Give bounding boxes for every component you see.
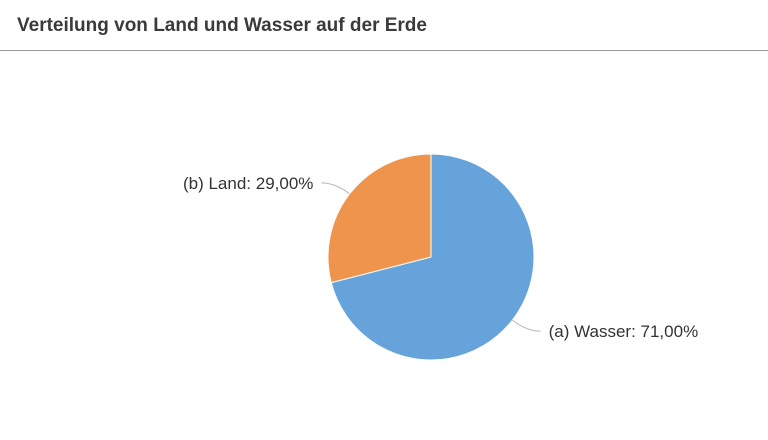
pie-chart: (a) Wasser: 71,00% (b) Land: 29,00% [183,153,699,361]
pie-slice-wasser [330,153,535,361]
leader-line-land [321,182,350,195]
leader-line-wasser [512,319,541,332]
chart-header: Verteilung von Land und Wasser auf der E… [0,0,768,51]
data-label-land: (b) Land: 29,00% [183,174,313,193]
chart-area: (a) Wasser: 71,00% (b) Land: 29,00% [0,51,768,435]
data-label-wasser: (a) Wasser: 71,00% [549,322,699,341]
pie-slice-land [327,153,432,284]
chart-title: Verteilung von Land und Wasser auf der E… [17,15,427,36]
